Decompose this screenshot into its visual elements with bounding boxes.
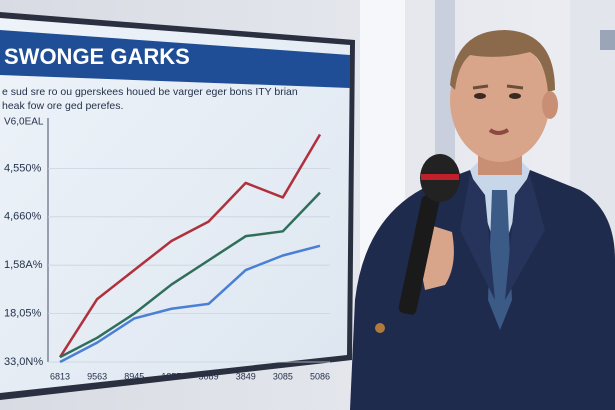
x-tick-label: 1857 <box>161 371 181 381</box>
x-tick-label: 9563 <box>87 371 107 381</box>
y-tick-label: 4,550% <box>4 162 42 174</box>
data-line <box>58 133 322 358</box>
data-line <box>59 244 321 364</box>
y-tick-label: 18,05% <box>4 308 42 320</box>
subtitle-line: heak fow ore ged perefes. <box>2 100 123 112</box>
y-axis-label: V6,0EAL <box>4 117 44 128</box>
presenter <box>350 30 615 410</box>
chart: 33,0N% 18,05% 1,58A% 4,660% 4,550% 6813 9563 89… <box>4 133 330 381</box>
subtitle-line: e sud sre ro ou gperskees houed be varge… <box>2 86 298 98</box>
x-tick-label: 8945 <box>124 371 144 381</box>
y-tick-label: 1,58A% <box>4 259 43 271</box>
screen <box>0 18 350 393</box>
y-tick-label: 4,660% <box>4 211 42 223</box>
x-tick-label: 6813 <box>50 371 70 381</box>
x-tick-label: 5089 <box>199 371 219 381</box>
data-line <box>59 191 321 359</box>
x-tick-label: 3849 <box>236 371 256 381</box>
x-tick-label: 5086 <box>310 371 330 381</box>
y-tick-label: 33,0N% <box>4 356 43 368</box>
x-tick-label: 3085 <box>273 371 293 381</box>
title-bar <box>0 30 350 88</box>
chart-title: SWONGE GARKS <box>4 44 190 69</box>
